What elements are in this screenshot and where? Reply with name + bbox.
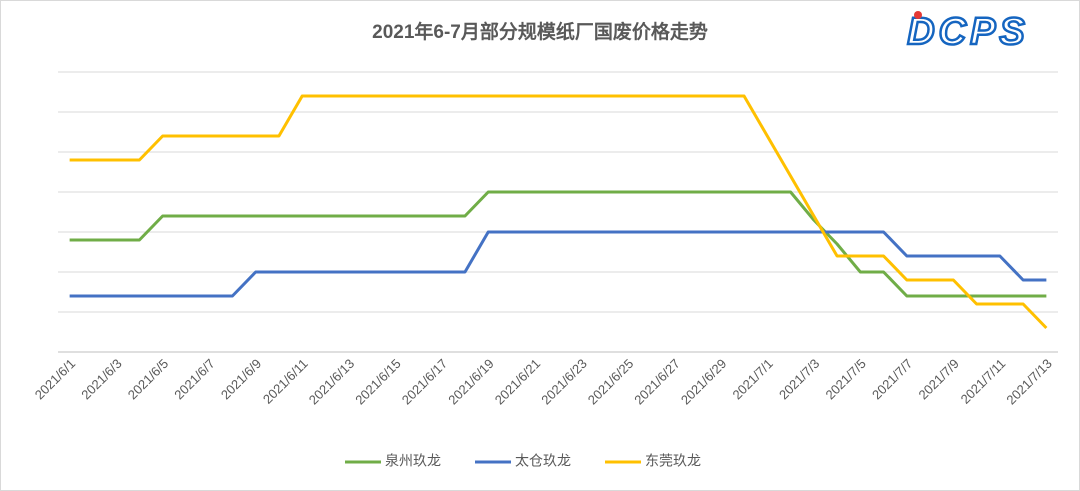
series-line [69, 230, 1047, 298]
chart-title: 2021年6-7月部分规模纸厂国废价格走势 [372, 20, 708, 43]
legend-label: 太仓玖龙 [515, 453, 571, 469]
series-line [69, 94, 1048, 330]
logo: DCPS [907, 11, 1029, 53]
series-line [69, 190, 1047, 298]
legend-label: 泉州玖龙 [385, 453, 441, 469]
logo-dot [914, 11, 922, 19]
legend-label: 东莞玖龙 [645, 453, 701, 469]
